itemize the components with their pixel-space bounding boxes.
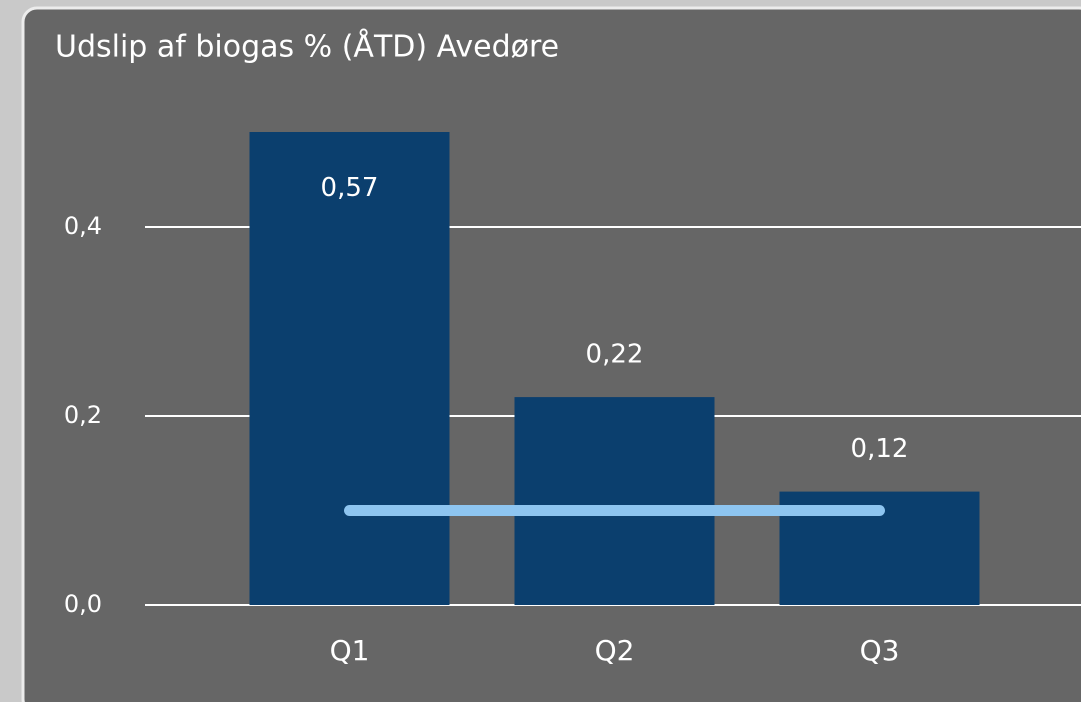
- x-tick-label: Q1: [330, 634, 370, 667]
- x-tick-label: Q2: [595, 634, 635, 667]
- value-label: 0,22: [586, 340, 644, 370]
- y-tick-label: 0,2: [64, 401, 102, 429]
- y-tick-label: 0,4: [64, 212, 102, 240]
- chart-title: Udslip af biogas % (ÅTD) Avedøre: [55, 29, 559, 65]
- bar: [249, 132, 450, 606]
- y-tick-label: 0,0: [64, 590, 102, 618]
- x-tick-label: Q3: [860, 634, 900, 667]
- value-label: 0,12: [851, 434, 909, 464]
- value-label: 0,57: [321, 173, 379, 203]
- bar: [514, 397, 715, 605]
